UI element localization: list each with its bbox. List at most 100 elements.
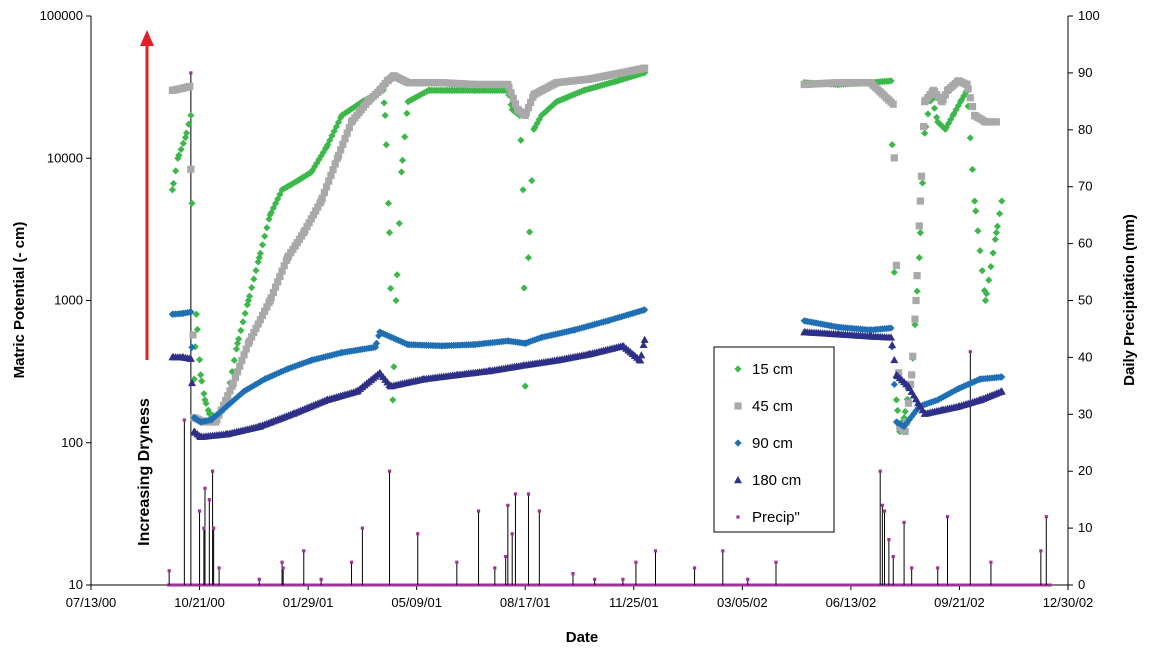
data-point [517,136,525,144]
data-point [892,396,901,404]
y-right-tick-label: 20 [1078,463,1092,478]
data-point [228,368,236,376]
data-point [906,380,915,388]
data-point [507,89,515,97]
data-point [939,95,947,103]
data-point [985,276,993,284]
data-point [186,354,195,362]
data-point [230,396,238,404]
data-point [509,94,517,103]
data-marks [167,64,1048,581]
data-point [202,399,210,407]
data-point [327,171,335,179]
data-point [278,267,286,275]
data-point [172,167,180,175]
data-point [314,203,322,211]
data-point [890,380,898,389]
data-point [912,407,920,415]
y-axis-right-title: Daily Precipitation (mm) [1121,214,1138,386]
data-point [168,186,177,194]
data-point [966,94,974,102]
data-point [892,261,901,269]
precip-point [1044,515,1048,519]
data-point [339,111,347,119]
legend-box [713,346,835,533]
precip-point [210,469,215,473]
precip-point [493,566,497,570]
data-point [511,100,520,108]
precip-point [202,526,206,530]
data-point [226,387,234,395]
x-tick-label: 03/05/02 [717,595,768,610]
precip-point [513,492,518,496]
data-point [242,345,250,353]
data-point [325,177,333,185]
data-point [519,186,527,194]
data-point [958,96,966,104]
data-point [636,356,645,364]
precip-point [506,503,510,507]
data-point [250,275,258,283]
data-point [185,120,193,128]
data-point [350,103,358,112]
x-tick-label: 05/09/01 [391,595,442,610]
precip-point [212,526,216,530]
precip-point [349,560,354,564]
y-right-tick-label: 40 [1078,349,1092,364]
data-point [998,197,1006,205]
data-point [887,324,895,332]
data-point [182,129,191,137]
data-point [520,284,528,292]
data-point [398,156,407,164]
data-point [187,308,195,316]
data-point [187,111,195,120]
data-point [197,371,205,379]
data-point [924,110,932,118]
data-point [637,351,646,359]
data-point [232,394,241,402]
data-point [527,98,535,107]
data-point [904,399,913,407]
data-point [393,271,401,279]
data-point [345,123,353,132]
legend-marker-45-cm [734,402,742,410]
data-point [901,427,909,436]
data-point [263,303,271,311]
data-point [276,272,284,281]
data-point [235,335,243,343]
data-point [237,326,245,335]
data-point [921,129,929,137]
data-point [901,421,909,429]
data-point [236,362,244,370]
data-point [243,301,251,309]
data-point [267,208,275,217]
y-right-tick-label: 80 [1078,122,1092,137]
x-tick-label: 12/30/02 [1043,595,1094,610]
data-point [887,77,895,85]
data-point [521,382,529,390]
precip-point [182,418,186,422]
data-point [303,223,311,231]
data-point [313,159,321,167]
data-point [318,194,326,202]
data-point [893,406,902,415]
precip-point [217,566,221,570]
data-point [193,325,201,334]
x-tick-label: 11/25/01 [609,595,659,610]
data-point [226,399,234,408]
data-point [307,215,315,223]
data-point [972,207,980,215]
data-point [334,118,343,126]
precip-point [887,537,891,542]
precipitation-bars [166,72,1052,587]
x-tick-label: 07/13/00 [66,595,117,610]
data-point [641,64,649,72]
data-point [317,152,325,160]
legend-label-90-cm: 90 cm [752,435,793,452]
data-point [309,211,318,219]
data-point [280,262,288,270]
data-point [900,414,908,422]
data-point [255,254,263,262]
data-point [195,356,204,364]
precip-point [207,498,211,502]
